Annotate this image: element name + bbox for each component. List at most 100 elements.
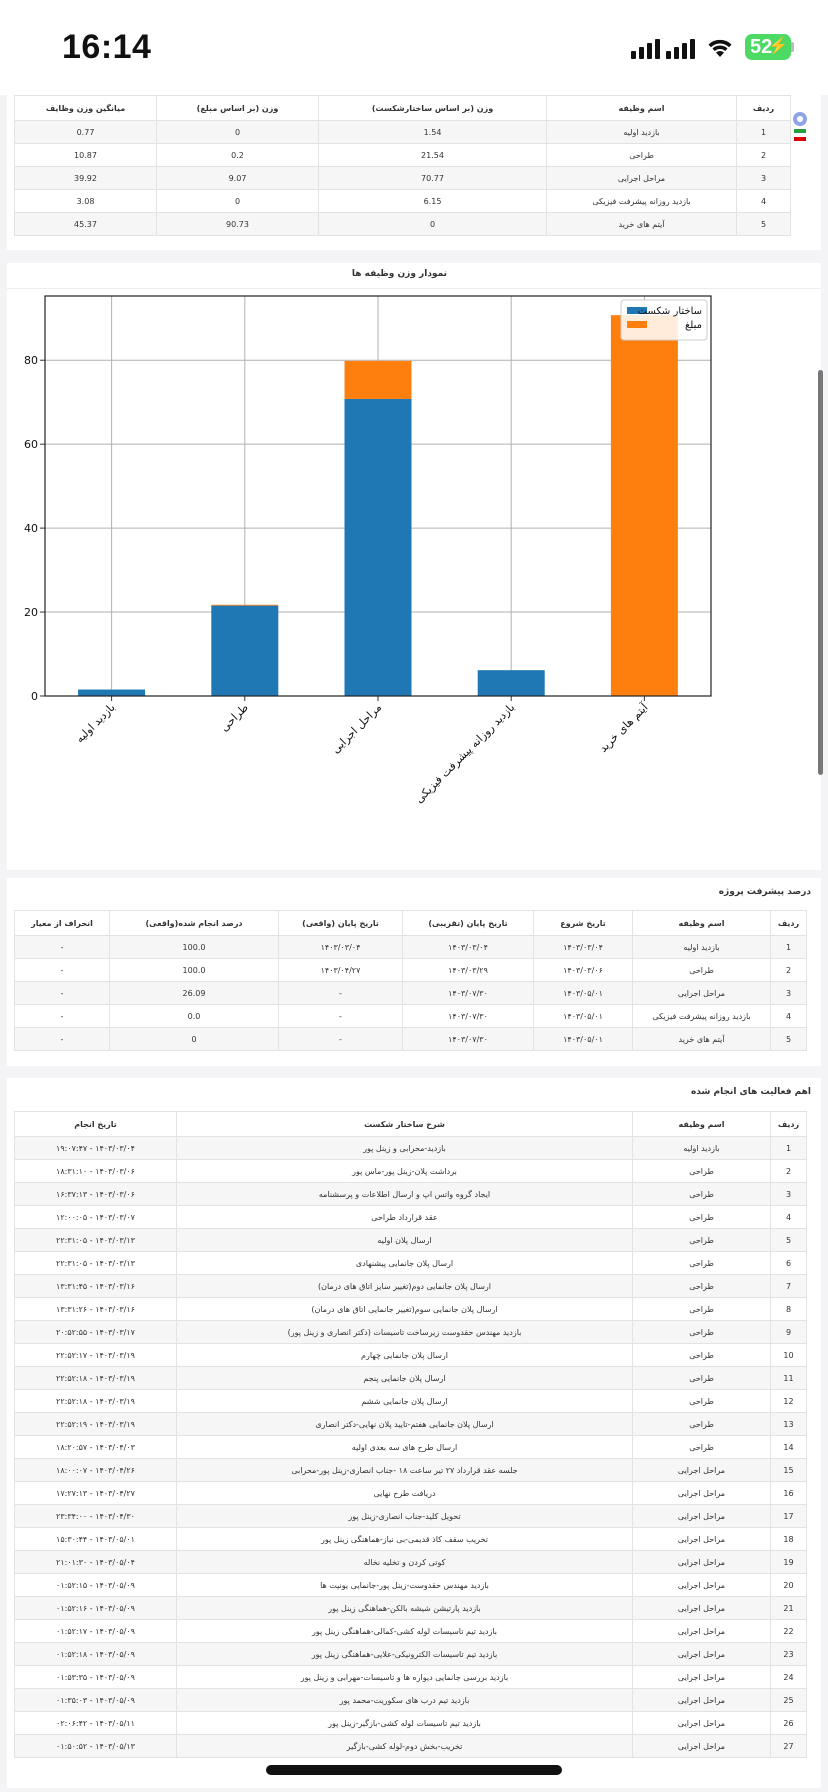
- activities-title: اهم فعالیت های انجام شده: [690, 1087, 811, 1097]
- table-cell: -: [14, 1004, 110, 1028]
- table-cell: 6: [770, 1251, 807, 1275]
- table-cell: ۱۴۰۳/۰۵/۰۹ - ۰۱:۵۲:۱۵: [14, 1573, 177, 1597]
- table-cell: 0: [156, 189, 319, 213]
- column-header: ردیف: [736, 95, 791, 121]
- activity-row: 13 طراحی ارسال پلان جانمایی هفتم-تایید پلا…: [14, 1412, 807, 1436]
- table-cell: طراحی: [632, 1205, 771, 1229]
- table-cell: طراحی: [632, 1320, 771, 1344]
- table-cell: ارسال پلان جانمایی دوم(تغییر سایز اتاق ه…: [176, 1274, 633, 1298]
- bar-amount: [211, 604, 279, 606]
- activity-row: 14 طراحی ارسال طرح های سه بعدی اولیه ۱۴۰۳/۰…: [14, 1435, 807, 1459]
- table-cell: مراحل اجرایی: [632, 1550, 771, 1574]
- table-cell: -: [14, 1027, 110, 1051]
- table-cell: طراحی: [632, 1274, 771, 1298]
- column-header: وزن (بر اساس مبلغ): [156, 95, 319, 121]
- table-cell: ۱۴۰۳/۰۵/۰۱: [533, 1027, 633, 1051]
- table-cell: ۱۴۰۳/۰۵/۰۱: [533, 1004, 633, 1028]
- table-cell: آیتم های خرید: [546, 212, 737, 236]
- info-icon[interactable]: [793, 112, 807, 126]
- wifi-icon: [708, 39, 732, 57]
- table-cell: ارسال پلان جانمایی پیشنهادی: [176, 1251, 633, 1275]
- table-cell: طراحی: [632, 1297, 771, 1321]
- table-cell: ۱۴۰۳/۰۵/۰۱ - ۱۵:۳۰:۴۴: [14, 1527, 177, 1551]
- table-cell: 0.77: [14, 120, 157, 144]
- table-cell: 4: [770, 1004, 807, 1028]
- table-cell: 7: [770, 1274, 807, 1298]
- table-cell: تخریب سقف کاذ قدیمی-بی نیاز-هماهنگی زینل…: [176, 1527, 633, 1551]
- table-cell: بازدید پارتیشن شیشه بالکن-هماهنگی زینل پ…: [176, 1596, 633, 1620]
- progress-card: درصد پیشرفت پروژه ردیف اسم وظیفه تاریخ شرو…: [7, 878, 821, 1066]
- table-cell: مراحل اجرایی: [632, 981, 771, 1005]
- battery-icon: 52 ⚡: [745, 34, 791, 60]
- y-tick-label: 0: [31, 690, 38, 703]
- table-cell: بازدید اولیه: [546, 120, 737, 144]
- table-cell: ۱۴۰۳/۰۴/۳۰ - ۲۳:۳۴:۰۰: [14, 1504, 177, 1528]
- table-cell: طراحی: [546, 143, 737, 167]
- activity-row: 15 مراحل اجرایی جلسه عقد قرارداد ۲۷ تیر سا…: [14, 1458, 807, 1482]
- table-cell: 10.87: [14, 143, 157, 167]
- table-cell: ۱۴۰۳/۰۵/۰۹ - ۰۱:۳۵:۰۳: [14, 1688, 177, 1712]
- activity-row: 5 طراحی ارسال پلان اولیه ۱۴۰۳/۰۳/۱۳ - ۲۲:۳۱…: [14, 1228, 807, 1252]
- table-cell: 6.15: [318, 189, 547, 213]
- table-cell: ۱۴۰۳/۰۵/۰۹ - ۰۱:۵۲:۱۸: [14, 1642, 177, 1666]
- bar-structure: [477, 670, 545, 696]
- table-cell: 26: [770, 1711, 807, 1735]
- side-icons: [793, 112, 815, 141]
- table-cell: ۱۴۰۳/۰۵/۰۹ - ۰۱:۵۳:۳۵: [14, 1665, 177, 1689]
- home-indicator[interactable]: [266, 1765, 562, 1775]
- chart-title-divider: [7, 288, 821, 289]
- table-cell: آیتم های خرید: [632, 1027, 771, 1051]
- activity-row: 1 بازدید اولیه بازدید-محرابی و زینل پور ۱۴۰…: [14, 1136, 807, 1160]
- table-cell: مراحل اجرایی: [632, 1642, 771, 1666]
- table-cell: ۱۴۰۳/۰۳/۰۴ - ۱۹:۰۷:۴۷: [14, 1136, 177, 1160]
- table-cell: بازدید تیم تاسیسات الکترونیکی-علایی-هماه…: [176, 1642, 633, 1666]
- battery-level: 52: [750, 36, 773, 58]
- table-cell: 12: [770, 1389, 807, 1413]
- y-tick-label: 40: [24, 522, 38, 535]
- table-cell: 1.54: [318, 120, 547, 144]
- table-cell: مراحل اجرایی: [632, 1688, 771, 1712]
- table-cell: 15: [770, 1458, 807, 1482]
- table-cell: 8: [770, 1297, 807, 1321]
- column-header: تاریخ انجام: [14, 1111, 177, 1137]
- table-cell: مراحل اجرایی: [632, 1596, 771, 1620]
- table-cell: مراحل اجرایی: [632, 1527, 771, 1551]
- scrollbar[interactable]: [818, 370, 823, 775]
- activity-row: 20 مراحل اجرایی بازدید مهندس حقدوست-زینل پ…: [14, 1573, 807, 1597]
- bar-structure: [211, 605, 279, 696]
- table-cell: ۱۴۰۳/۰۷/۳۰: [402, 1004, 534, 1028]
- table-cell: 45.37: [14, 212, 157, 236]
- table-cell: ۱۴۰۳/۰۵/۰۱: [533, 981, 633, 1005]
- activity-row: 12 طراحی ارسال پلان جانمایی ششم ۱۴۰۳/۰۳/۱۹ …: [14, 1389, 807, 1413]
- progress-row: 2 طراحی ۱۴۰۳/۰۳/۰۶ ۱۴۰۳/۰۳/۲۹ ۱۴۰۳/۰۴/۲۷ 100.…: [14, 958, 807, 982]
- table-cell: 3: [770, 1182, 807, 1206]
- chart-frame: [44, 295, 712, 697]
- table-cell: دریافت طرح نهایی: [176, 1481, 633, 1505]
- table-cell: مراحل اجرایی: [632, 1711, 771, 1735]
- table-cell: -: [278, 981, 403, 1005]
- table-cell: 17: [770, 1504, 807, 1528]
- cellular-signal-icon: [631, 35, 695, 59]
- activity-row: 11 طراحی ارسال پلان جانمایی پنجم ۱۴۰۳/۰۳/۱۹…: [14, 1366, 807, 1390]
- table-cell: تحویل کلید-جناب انصاری-زینل پور: [176, 1504, 633, 1528]
- activity-row: 22 مراحل اجرایی بازدید تیم تاسیسات لوله کش…: [14, 1619, 807, 1643]
- bar-amount: [610, 315, 678, 696]
- progress-row: 3 مراحل اجرایی ۱۴۰۳/۰۵/۰۱ ۱۴۰۳/۰۷/۳۰-26.09-: [14, 981, 807, 1005]
- column-header: تاریخ پایان (واقعی): [278, 910, 403, 936]
- column-header: ردیف: [770, 1111, 807, 1137]
- table-cell: 27: [770, 1734, 807, 1758]
- table-cell: 0: [109, 1027, 279, 1051]
- table-cell: 13: [770, 1412, 807, 1436]
- table-cell: بازدید تیم درب های سکوریت-محمد پور: [176, 1688, 633, 1712]
- table-cell: 5: [770, 1027, 807, 1051]
- table-cell: طراحی: [632, 1435, 771, 1459]
- table-cell: 2: [770, 958, 807, 982]
- progress-row: 4 بازدید روزانه پیشرفت فیزیکی ۱۴۰۳/۰۵/۰۱ ۱۴…: [14, 1004, 807, 1028]
- table-cell: -: [14, 981, 110, 1005]
- table-cell: ارسال پلان جانمایی هفتم-تایید پلان نهایی…: [176, 1412, 633, 1436]
- table-cell: 10: [770, 1343, 807, 1367]
- table-cell: 21.54: [318, 143, 547, 167]
- table-cell: -: [14, 958, 110, 982]
- table-cell: ۱۴۰۳/۰۵/۱۳ - ۰۱:۵۰:۵۲: [14, 1734, 177, 1758]
- table-cell: 21: [770, 1596, 807, 1620]
